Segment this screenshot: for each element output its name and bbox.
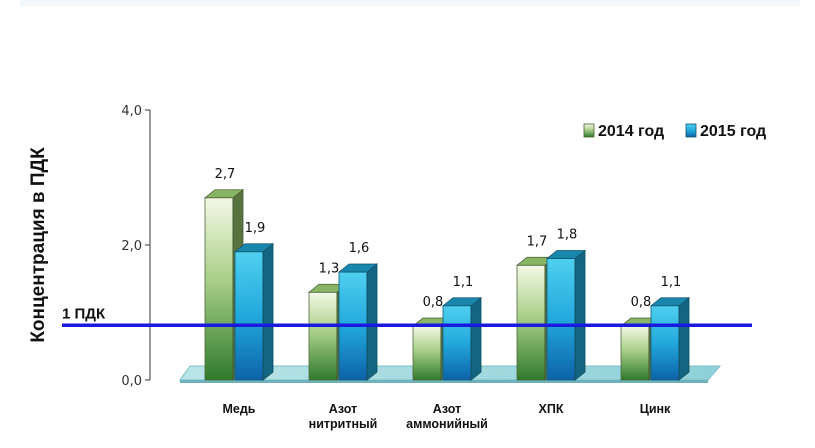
category-label: ХПК bbox=[539, 402, 564, 416]
legend-swatch bbox=[583, 123, 595, 138]
data-label: 0,8 bbox=[631, 295, 652, 310]
bar-2015-3 bbox=[545, 249, 587, 381]
data-label: 0,8 bbox=[423, 295, 444, 310]
category-label: Цинк bbox=[640, 402, 671, 416]
bar-2015-1 bbox=[337, 263, 379, 381]
legend-swatch bbox=[685, 123, 697, 138]
data-label: 1,3 bbox=[319, 261, 340, 276]
top-decor-strip bbox=[20, 0, 800, 6]
data-label: 1,1 bbox=[661, 275, 682, 290]
category-label: Азот bbox=[433, 402, 461, 416]
category-label: Азот bbox=[329, 402, 357, 416]
bar-2015-2 bbox=[441, 296, 483, 381]
y-tick-label: 0,0 bbox=[121, 374, 142, 389]
category-label: нитритный bbox=[309, 417, 378, 431]
data-label: 1,8 bbox=[557, 228, 578, 243]
y-axis-label: Концентрация в ПДК bbox=[28, 147, 49, 343]
chart-floor-edge bbox=[180, 380, 708, 383]
category-label: Медь bbox=[223, 402, 256, 416]
reference-line-label: 1 ПДК bbox=[62, 305, 106, 322]
data-label: 1,9 bbox=[245, 221, 266, 236]
bar-2015-4 bbox=[649, 296, 691, 381]
bar-2015-0 bbox=[233, 242, 275, 381]
legend-label: 2015 год bbox=[700, 123, 766, 140]
y-tick-label: 2,0 bbox=[121, 239, 142, 254]
data-label: 1,1 bbox=[453, 275, 474, 290]
category-label: аммонийный bbox=[406, 417, 488, 431]
data-label: 1,7 bbox=[527, 234, 548, 249]
legend-label: 2014 год bbox=[598, 123, 664, 140]
data-label: 1,6 bbox=[349, 241, 370, 256]
y-tick-label: 4,0 bbox=[121, 104, 142, 119]
data-label: 2,7 bbox=[215, 167, 236, 182]
